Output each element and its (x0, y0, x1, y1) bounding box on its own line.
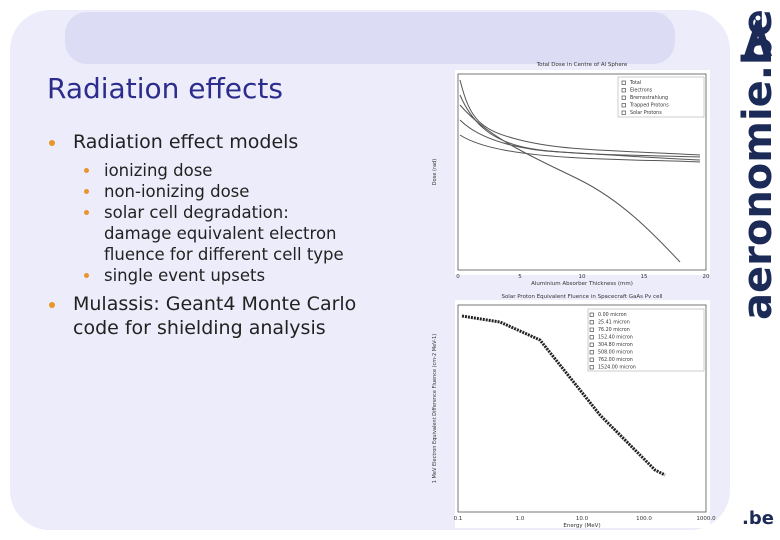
legend-label: 304.80 micron (598, 342, 633, 348)
legend-box (617, 76, 705, 118)
x-axis-label: Energy (MeV) (563, 523, 600, 529)
bullet: Mulassis: Geant4 Monte Carlo code for sh… (45, 292, 375, 340)
x-tick-label: 10 (579, 274, 586, 280)
legend-label: 152.40 micron (598, 335, 633, 341)
curve (459, 119, 701, 161)
slide-title: Radiation effects (47, 72, 283, 105)
curve (459, 104, 681, 263)
figure-title: Solar Proton Equivalent Fluence in Space… (501, 294, 663, 300)
y-axis-label: Dose (rad) (432, 159, 438, 185)
legend-label: Bremsstrahlung (630, 95, 668, 101)
legend-label: Solar Protons (630, 110, 662, 116)
legend-label: 0.00 micron (598, 312, 627, 318)
legend-marker (621, 110, 626, 115)
legend-label: 25.41 micron (598, 320, 630, 326)
header-bar (65, 12, 675, 64)
legend-marker (621, 95, 626, 100)
curve (459, 79, 701, 156)
sub-bullet: solar cell degradation: damage equivalen… (45, 202, 354, 265)
x-tick-label: 10.0 (576, 516, 589, 522)
legend-marker (621, 80, 626, 85)
sub-bullet: single event upsets (45, 265, 354, 286)
legend-label: Electrons (630, 88, 653, 94)
y-axis-label: 1 MeV Electron Equivalent Difference Flu… (432, 334, 438, 483)
figure-title: Total Dose in Centre of Al Sphere (536, 62, 628, 68)
x-tick-label: 5 (518, 274, 522, 280)
curve (461, 314, 666, 477)
legend-marker (589, 357, 594, 362)
legend-label: 76.20 micron (598, 327, 630, 333)
sub-bullet: non-ionizing dose (45, 181, 354, 202)
x-tick-label: 15 (641, 274, 648, 280)
legend-marker (621, 103, 626, 108)
legend-label: 762.00 micron (598, 357, 633, 363)
plot-frame (457, 73, 707, 271)
legend-label: Trapped Protons (629, 103, 669, 109)
legend-marker (589, 350, 594, 355)
bullet: Radiation effect models (45, 130, 375, 154)
legend-marker (589, 365, 594, 370)
plot-frame (457, 304, 707, 513)
domain-logo: .be (742, 508, 774, 529)
legend-box (587, 308, 705, 372)
legend-marker (589, 327, 594, 332)
x-tick-label: 0.1 (454, 516, 463, 522)
x-tick-label: 1.0 (516, 516, 525, 522)
legend-marker (589, 320, 594, 325)
bullet-list: Radiation effect models ionizing dose non-… (45, 130, 375, 346)
legend-marker (621, 88, 626, 93)
legend-label: 1524.00 micron (598, 365, 636, 371)
x-tick-label: 0 (456, 274, 460, 280)
legend-label: Total (629, 80, 641, 86)
legend-label: 508.00 micron (598, 350, 633, 356)
logo (744, 14, 772, 56)
x-tick-label: 20 (703, 274, 710, 280)
legend-marker (589, 312, 594, 317)
sub-bullet: ionizing dose (45, 160, 354, 181)
curve (459, 134, 701, 163)
x-tick-label: 100.0 (636, 516, 652, 522)
legend-marker (589, 342, 594, 347)
x-tick-label: 1000.0 (696, 516, 716, 522)
x-axis-label: Aluminium Absorber Thickness (mm) (531, 281, 633, 287)
legend-marker (589, 335, 594, 340)
